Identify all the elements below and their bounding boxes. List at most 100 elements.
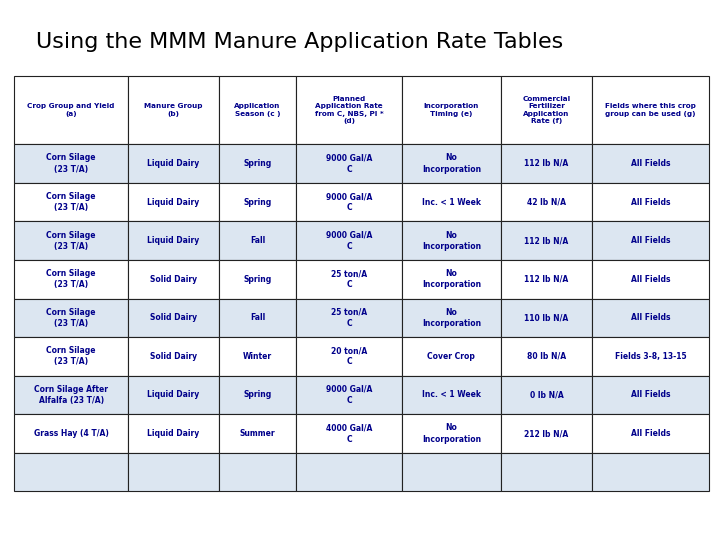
Bar [592,299,709,337]
Bar [219,453,296,491]
Bar [127,414,219,453]
Text: Corn Silage
(23 T/A): Corn Silage (23 T/A) [46,153,96,173]
Bar [501,337,592,376]
Text: 9000 Gal/A
C: 9000 Gal/A C [326,231,372,251]
Text: No
Incorporation: No Incorporation [422,153,481,173]
Text: Corn Silage
(23 T/A): Corn Silage (23 T/A) [46,192,96,212]
Text: 212 lb N/A: 212 lb N/A [524,429,569,438]
Bar [402,376,501,414]
Bar [592,183,709,221]
Bar [14,376,127,414]
Bar [14,414,127,453]
Bar [402,414,501,453]
Text: No
Incorporation: No Incorporation [422,423,481,443]
Bar [296,453,402,491]
Text: Extension: Extension [79,507,179,525]
Text: Using the MMM Manure Application Rate Tables: Using the MMM Manure Application Rate Ta… [36,31,563,52]
Text: Solid Dairy: Solid Dairy [150,313,197,322]
Bar [402,453,501,491]
Bar [592,337,709,376]
Bar [501,183,592,221]
Bar [219,260,296,299]
Text: 20 ton/A
C: 20 ton/A C [331,346,367,367]
Bar [219,76,296,144]
Bar [127,183,219,221]
Text: Fall: Fall [250,313,265,322]
Bar [219,414,296,453]
Text: No
Incorporation: No Incorporation [422,308,481,328]
Text: 9000 Gal/A
C: 9000 Gal/A C [326,385,372,405]
Bar [296,183,402,221]
Bar [501,453,592,491]
Text: Application
Season (c ): Application Season (c ) [235,103,281,117]
Text: Inc. < 1 Week: Inc. < 1 Week [422,198,481,207]
Text: Solid Dairy: Solid Dairy [150,275,197,284]
Bar [127,76,219,144]
Text: Corn Silage
(23 T/A): Corn Silage (23 T/A) [46,269,96,289]
Text: 9000 Gal/A
C: 9000 Gal/A C [326,192,372,212]
Bar [592,453,709,491]
Bar [501,376,592,414]
Text: Penn State: Penn State [18,507,121,525]
Bar [592,144,709,183]
Text: No
Incorporation: No Incorporation [422,269,481,289]
Text: 9000 Gal/A
C: 9000 Gal/A C [326,153,372,173]
Text: All Fields: All Fields [631,275,670,284]
Bar [592,376,709,414]
Text: All Fields: All Fields [631,159,670,168]
Bar [592,260,709,299]
Text: 25 ton/A
C: 25 ton/A C [331,308,367,328]
Text: Manure Group
(b): Manure Group (b) [144,103,203,117]
Bar [14,337,127,376]
Bar [14,183,127,221]
Text: Planned
Application Rate
from C, NBS, PI *
(d): Planned Application Rate from C, NBS, PI… [315,96,383,124]
Bar [14,453,127,491]
Bar [501,414,592,453]
Bar [501,221,592,260]
Bar [592,414,709,453]
Bar [501,76,592,144]
Bar [219,144,296,183]
Text: All Fields: All Fields [631,313,670,322]
Text: Corn Silage
(23 T/A): Corn Silage (23 T/A) [46,231,96,251]
Text: Liquid Dairy: Liquid Dairy [148,429,199,438]
Text: Spring: Spring [243,159,271,168]
Text: Fall: Fall [250,236,265,245]
Text: Fields 3-8, 13-15: Fields 3-8, 13-15 [615,352,686,361]
Bar [296,144,402,183]
Text: Liquid Dairy: Liquid Dairy [148,236,199,245]
Text: Winter: Winter [243,352,272,361]
Text: Grass Hay (4 T/A): Grass Hay (4 T/A) [34,429,109,438]
Bar [402,183,501,221]
Bar [127,299,219,337]
Text: Liquid Dairy: Liquid Dairy [148,159,199,168]
Bar [296,337,402,376]
Bar [127,453,219,491]
Bar [501,299,592,337]
Bar [14,260,127,299]
Text: Cover Crop: Cover Crop [428,352,475,361]
Bar [402,299,501,337]
Bar [402,144,501,183]
Bar [14,299,127,337]
Text: Inc. < 1 Week: Inc. < 1 Week [422,390,481,400]
Text: All Fields: All Fields [631,390,670,400]
Text: 112 lb N/A: 112 lb N/A [524,275,569,284]
Text: 110 lb N/A: 110 lb N/A [524,313,569,322]
Text: All Fields: All Fields [631,236,670,245]
Bar [501,260,592,299]
Bar [296,376,402,414]
Bar [127,337,219,376]
Bar [219,183,296,221]
Text: 25 ton/A
C: 25 ton/A C [331,269,367,289]
Bar [402,337,501,376]
Text: Corn Silage
(23 T/A): Corn Silage (23 T/A) [46,308,96,328]
Text: Spring: Spring [243,198,271,207]
Bar [296,414,402,453]
Text: Spring: Spring [243,390,271,400]
Text: All Fields: All Fields [631,198,670,207]
Bar [296,260,402,299]
Text: Incorporation
Timing (e): Incorporation Timing (e) [423,103,479,117]
Text: Spring: Spring [243,275,271,284]
Text: Summer: Summer [240,429,275,438]
